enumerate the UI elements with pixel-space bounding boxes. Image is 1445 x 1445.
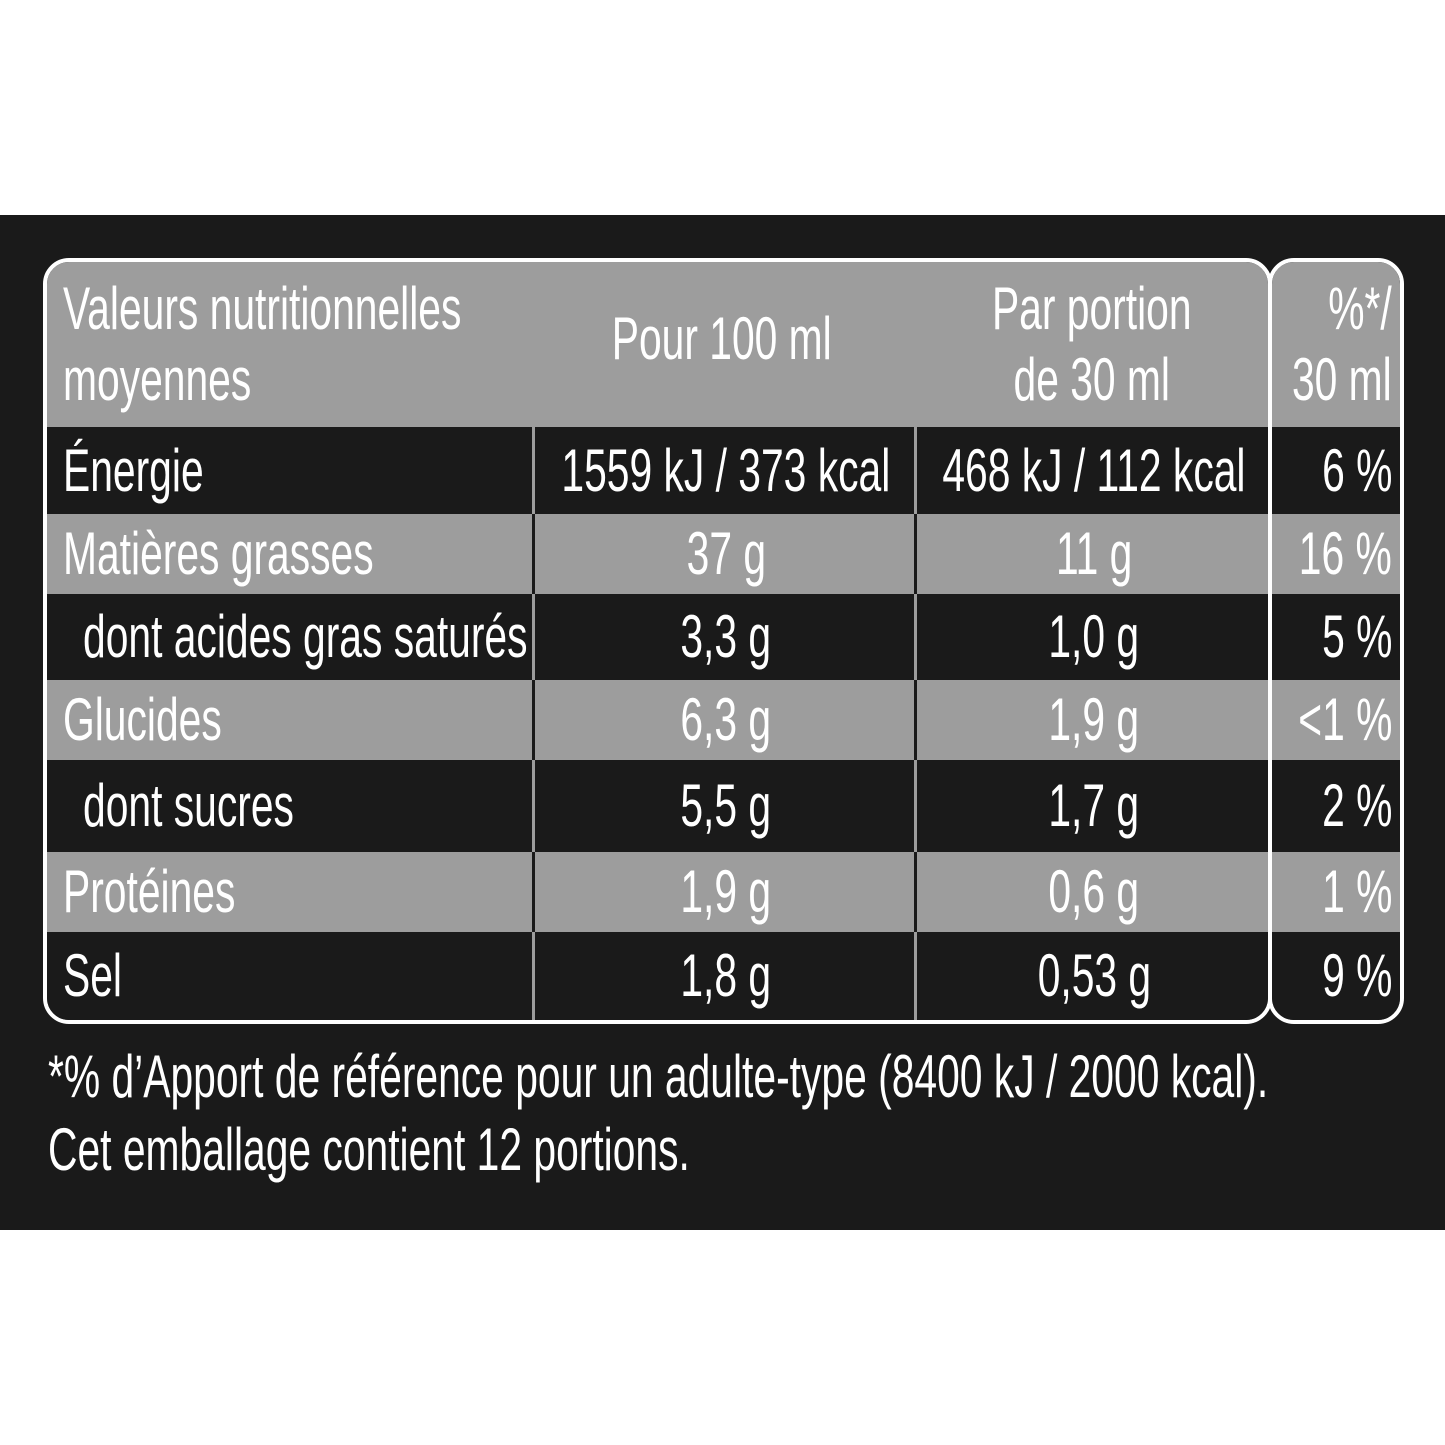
table-row: Protéines 1,9 g 0,6 g xyxy=(47,852,1268,932)
footnote-portions: Cet emballage contient 12 portions. xyxy=(48,1116,690,1183)
per-portion-cell: 11 g xyxy=(914,514,1268,594)
header-label-line2: moyennes xyxy=(63,345,252,413)
pct-cell: 1 % xyxy=(1272,852,1400,932)
per-portion-cell: 0,6 g xyxy=(914,852,1268,932)
per-100ml-cell: 1,9 g xyxy=(532,852,917,932)
value-per-portion: 1,7 g xyxy=(1048,772,1140,839)
table-row: Matières grasses 37 g 11 g xyxy=(47,514,1268,594)
nutrient-label: Protéines xyxy=(63,858,236,925)
table-row: 16 % xyxy=(1272,514,1400,594)
per-100ml-cell: 5,5 g xyxy=(532,760,917,852)
value-pct: 6 % xyxy=(1321,436,1392,504)
nutrient-cell: dont acides gras saturés xyxy=(47,594,532,680)
per-100ml-cell: 6,3 g xyxy=(532,680,917,760)
header-nutrient: Valeurs nutritionnelles moyennes xyxy=(47,262,607,427)
table-row: 2 % xyxy=(1272,760,1400,852)
header-row: Valeurs nutritionnelles moyennes Pour 100 … xyxy=(47,262,1268,427)
per-portion-cell: 468 kJ / 112 kcal xyxy=(914,427,1268,514)
nutrient-cell: dont sucres xyxy=(47,760,532,852)
value-per-portion: 1,0 g xyxy=(1048,603,1140,670)
pct-cell: 6 % xyxy=(1272,427,1400,514)
nutrient-label: Sel xyxy=(63,942,122,1009)
nutrient-label: Glucides xyxy=(63,686,222,753)
table-row: <1 % xyxy=(1272,680,1400,760)
nutrient-label: Énergie xyxy=(63,436,204,504)
value-per-portion: 0,6 g xyxy=(1048,858,1140,925)
header-per-portion: Par portion de 30 ml xyxy=(914,262,1268,427)
table-row: 1 % xyxy=(1272,852,1400,932)
value-pct: 16 % xyxy=(1298,520,1392,587)
value-pct: <1 % xyxy=(1297,686,1392,753)
nutrient-cell: Matières grasses xyxy=(47,514,532,594)
value-per-100ml: 1,8 g xyxy=(680,942,772,1009)
header-label-line1: Valeurs nutritionnelles xyxy=(63,274,462,342)
value-pct: 1 % xyxy=(1321,858,1392,925)
value-per-portion: 468 kJ / 112 kcal xyxy=(942,436,1246,504)
pct-cell: 16 % xyxy=(1272,514,1400,594)
value-per-portion: 11 g xyxy=(1055,520,1133,587)
value-per-100ml: 6,3 g xyxy=(680,686,772,753)
header-per-100ml-cell: Pour 100 ml xyxy=(532,262,912,427)
header-pct: %*/30 ml xyxy=(1272,262,1400,427)
pct-cell: 2 % xyxy=(1272,760,1400,852)
value-pct: 5 % xyxy=(1321,603,1392,670)
value-per-portion: 0,53 g xyxy=(1037,942,1151,1009)
table-row: Énergie 1559 kJ / 373 kcal 468 kJ / 112 kc… xyxy=(47,427,1268,514)
footnote-reference-intake: *% d’Apport de référence pour un adulte-… xyxy=(48,1043,1269,1110)
per-100ml-cell: 1559 kJ / 373 kcal xyxy=(532,427,917,514)
table-row: 9 % xyxy=(1272,932,1400,1020)
table-row: Glucides 6,3 g 1,9 g xyxy=(47,680,1268,760)
value-per-100ml: 3,3 g xyxy=(680,603,772,670)
header-per-100ml: Pour 100 ml xyxy=(612,305,832,373)
per-100ml-cell: 3,3 g xyxy=(532,594,917,680)
per-portion-cell: 1,9 g xyxy=(914,680,1268,760)
pct-cell: <1 % xyxy=(1272,680,1400,760)
per-100ml-cell: 37 g xyxy=(532,514,917,594)
value-per-100ml: 37 g xyxy=(686,520,766,587)
per-portion-cell: 1,0 g xyxy=(914,594,1268,680)
nutrient-label: dont sucres xyxy=(83,772,294,839)
value-pct: 9 % xyxy=(1321,942,1392,1009)
reference-intake-table: %*/30 ml 6 % 16 % 5 % <1 % 2 % 1 % 9 % xyxy=(1268,258,1404,1024)
pct-cell: 5 % xyxy=(1272,594,1400,680)
value-per-100ml: 5,5 g xyxy=(680,772,772,839)
table-row: 6 % xyxy=(1272,427,1400,514)
per-100ml-cell: 1,8 g xyxy=(532,932,917,1020)
nutrition-table: Valeurs nutritionnelles moyennes Pour 100 … xyxy=(43,258,1272,1024)
header-pct-line1: %*/ xyxy=(1328,274,1392,342)
nutrient-label: dont acides gras saturés xyxy=(83,603,528,670)
nutrient-cell: Énergie xyxy=(47,427,532,514)
footnote: *% d’Apport de référence pour un adulte-… xyxy=(48,1040,1445,1186)
value-per-portion: 1,9 g xyxy=(1048,686,1140,753)
header-portion-line2: de 30 ml xyxy=(1013,345,1170,413)
value-per-100ml: 1,9 g xyxy=(680,858,772,925)
nutrient-cell: Sel xyxy=(47,932,532,1020)
header-pct-line2: 30 ml xyxy=(1292,345,1392,413)
table-row: Sel 1,8 g 0,53 g xyxy=(47,932,1268,1020)
nutrient-label: Matières grasses xyxy=(63,520,374,587)
value-pct: 2 % xyxy=(1321,772,1392,839)
table-row: 5 % xyxy=(1272,594,1400,680)
table-row: dont acides gras saturés 3,3 g 1,0 g xyxy=(47,594,1268,680)
header-row: %*/30 ml xyxy=(1272,262,1400,427)
value-per-100ml: 1559 kJ / 373 kcal xyxy=(561,436,891,504)
header-portion-line1: Par portion xyxy=(991,274,1192,342)
nutrient-cell: Protéines xyxy=(47,852,532,932)
table-row: dont sucres 5,5 g 1,7 g xyxy=(47,760,1268,852)
per-portion-cell: 1,7 g xyxy=(914,760,1268,852)
pct-cell: 9 % xyxy=(1272,932,1400,1020)
per-portion-cell: 0,53 g xyxy=(914,932,1268,1020)
nutrient-cell: Glucides xyxy=(47,680,532,760)
